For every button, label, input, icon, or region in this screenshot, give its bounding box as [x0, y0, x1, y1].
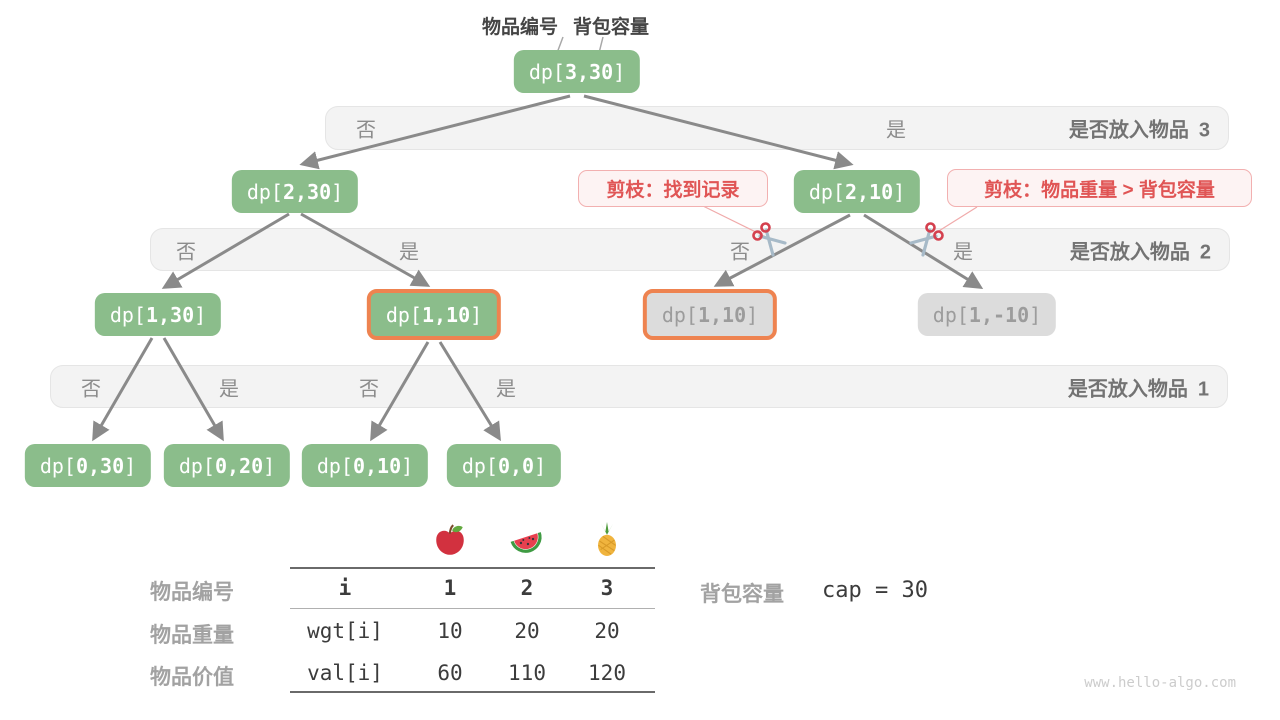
knapsack-capacity-label: 背包容量 [700, 583, 784, 606]
col-code-wgt: wgt[i] [307, 619, 383, 643]
item-2-weight: 20 [514, 619, 540, 643]
row-label-item-value: 物品价值 [150, 666, 234, 689]
band1-title: 是否放入物品 1 [1067, 378, 1209, 400]
item-data-table: 物品编号 物品重量 物品价值 i 1 2 3 wgt[i] 10 20 20 v… [140, 512, 680, 707]
band3-no-label: 否 [356, 119, 376, 142]
knapsack-capacity-value: cap = 30 [822, 578, 928, 603]
dp-node-3-30: dp[3,30] [513, 50, 641, 93]
pineapple-icon [598, 522, 616, 556]
band2-no2-label: 否 [730, 241, 750, 263]
tree-arrows [92, 94, 984, 442]
dp-node-0-20: dp[0,20] [163, 444, 291, 487]
item-2-no: 2 [520, 576, 534, 600]
band3-yes-label: 是 [886, 119, 906, 142]
item-3-value: 120 [588, 661, 626, 685]
band2-yes2-label: 是 [953, 241, 973, 263]
band2-yes1-label: 是 [399, 241, 419, 263]
band3-title: 是否放入物品 3 [1068, 119, 1210, 142]
table-rule-mid [290, 608, 655, 609]
col-code-i: i [338, 576, 352, 600]
item-1-value: 60 [437, 661, 463, 685]
dp-node-2-10: dp[2,10] [793, 170, 921, 213]
decision-band-item-3: 否 是 是否放入物品 3 [325, 106, 1229, 150]
dp-node-1-neg10-pruned: dp[1,-10] [917, 293, 1057, 336]
prune-annotation-memo-hit: 剪枝：找到记录 [578, 170, 768, 207]
dp-node-1-10-pruned-memo: dp[1,10] [642, 289, 778, 340]
col-code-val: val[i] [307, 661, 383, 685]
band2-title: 是否放入物品 2 [1069, 241, 1211, 263]
item-3-weight: 20 [594, 619, 620, 643]
dp-node-0-30: dp[0,30] [24, 444, 152, 487]
decision-band-item-2: 否 是 否 是 是否放入物品 2 [150, 228, 1230, 271]
watermelon-icon [510, 532, 542, 553]
table-rule-bottom [290, 691, 655, 693]
dp-node-0-0: dp[0,0] [446, 444, 562, 487]
table-rule-top [290, 567, 655, 569]
site-watermark: www.hello-algo.com [1084, 675, 1236, 691]
band2-no1-label: 否 [176, 241, 196, 263]
band1-yes2-label: 是 [496, 378, 516, 400]
dp-node-2-30: dp[2,30] [231, 170, 359, 213]
prune-annotation-over-weight: 剪枝：物品重量 > 背包容量 [947, 169, 1252, 207]
row-label-item-no: 物品编号 [150, 581, 234, 604]
item-number-header: 物品编号 [481, 17, 559, 38]
scissors-icon-right [909, 222, 944, 257]
item-2-value: 110 [508, 661, 546, 685]
dp-node-1-30: dp[1,30] [94, 293, 222, 336]
item-1-weight: 10 [437, 619, 463, 643]
band1-no2-label: 否 [359, 378, 379, 400]
band1-yes1-label: 是 [219, 378, 239, 400]
item-3-no: 3 [600, 576, 614, 600]
item-1-no: 1 [443, 576, 457, 600]
scissors-icon-left [752, 222, 787, 257]
decision-band-item-1: 否 是 否 是 是否放入物品 1 [50, 365, 1228, 408]
capacity-header: 背包容量 [572, 17, 650, 38]
row-label-item-weight: 物品重量 [150, 624, 234, 647]
apple-icon [436, 524, 464, 555]
dp-node-0-10: dp[0,10] [301, 444, 429, 487]
dp-node-1-10-highlighted: dp[1,10] [366, 289, 502, 340]
band1-no1-label: 否 [81, 378, 101, 400]
